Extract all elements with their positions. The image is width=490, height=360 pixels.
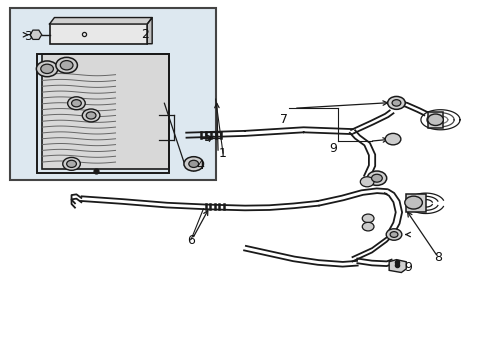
Circle shape [362, 214, 374, 223]
Circle shape [67, 160, 76, 167]
Circle shape [82, 109, 100, 122]
Bar [37, 54, 169, 173]
Circle shape [388, 96, 405, 109]
Bar [49, 24, 147, 44]
Text: 4: 4 [196, 159, 204, 172]
Text: 6: 6 [187, 234, 195, 247]
Circle shape [367, 171, 387, 185]
Polygon shape [30, 30, 42, 40]
Bar [406, 194, 426, 212]
Circle shape [360, 177, 374, 187]
Circle shape [184, 157, 203, 171]
Text: 5: 5 [204, 131, 212, 144]
Circle shape [385, 134, 401, 145]
Circle shape [428, 114, 443, 126]
Circle shape [60, 60, 73, 70]
Text: 8: 8 [434, 251, 442, 264]
Circle shape [68, 97, 85, 110]
Circle shape [405, 196, 422, 209]
Circle shape [86, 112, 96, 119]
Bar [42, 54, 169, 169]
Text: 3: 3 [24, 30, 31, 43]
Polygon shape [147, 18, 152, 44]
Text: 2: 2 [141, 28, 149, 41]
Circle shape [63, 157, 80, 170]
Circle shape [56, 57, 77, 73]
Circle shape [36, 61, 58, 77]
Circle shape [189, 160, 198, 167]
Polygon shape [389, 260, 406, 273]
Text: 1: 1 [219, 147, 227, 159]
Bar [10, 8, 216, 180]
Circle shape [371, 174, 382, 182]
Circle shape [390, 231, 398, 237]
Circle shape [362, 222, 374, 231]
Bar [428, 112, 443, 128]
Circle shape [41, 64, 53, 73]
Circle shape [72, 100, 81, 107]
Circle shape [386, 229, 402, 240]
Text: 9: 9 [329, 142, 337, 155]
Text: 9: 9 [405, 261, 413, 274]
Polygon shape [49, 18, 152, 24]
Circle shape [392, 100, 401, 106]
Text: 7: 7 [280, 113, 288, 126]
